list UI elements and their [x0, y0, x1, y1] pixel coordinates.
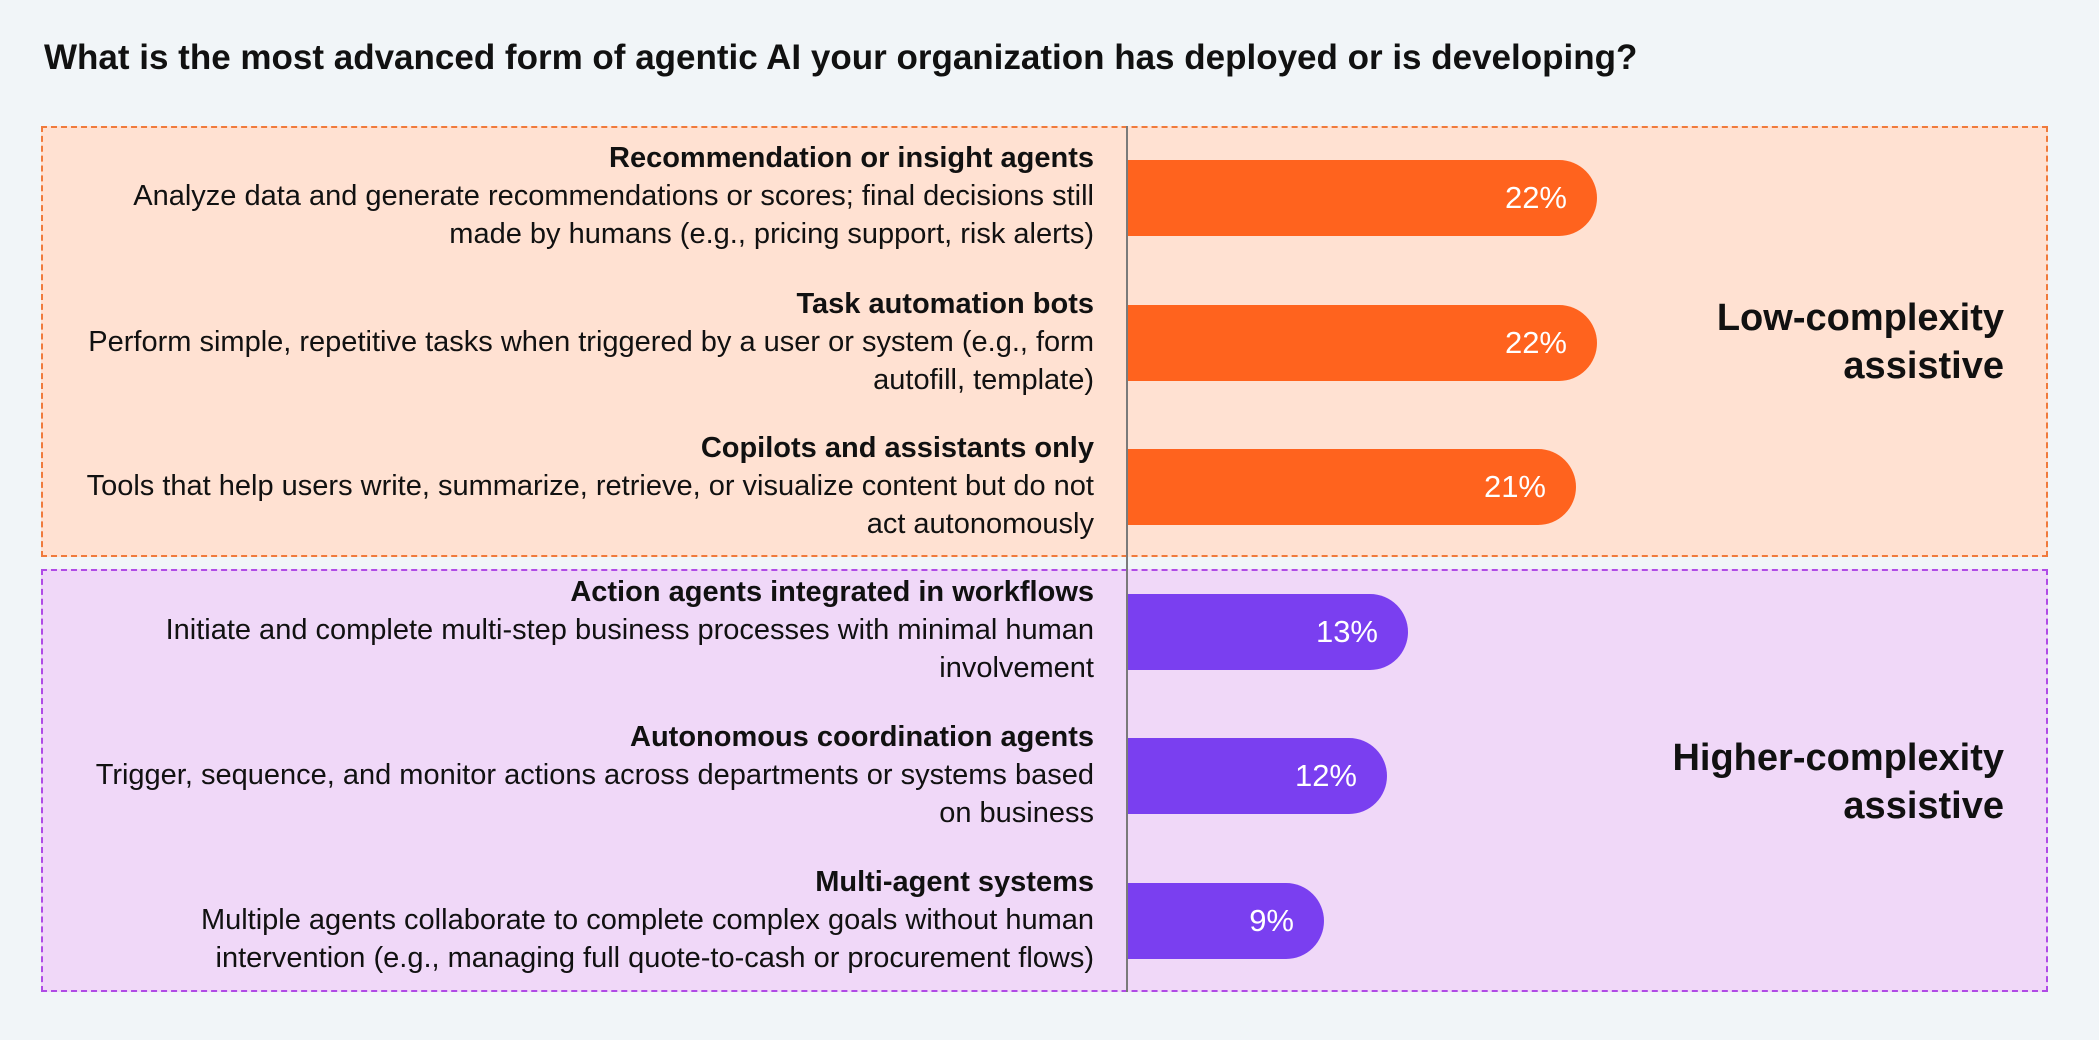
bar-value-label: 22% — [1504, 180, 1567, 215]
group-box-low-complexity: Low-complexity assistive — [41, 126, 2048, 557]
category-name: Multi-agent systems — [815, 866, 1094, 898]
chart-title: What is the most advanced form of agenti… — [44, 38, 1638, 77]
group-label-line: assistive — [1843, 785, 2004, 827]
category-description: Initiate and complete multi-step busines… — [165, 614, 1094, 684]
category-label: Multi-agent systems Multiple agents coll… — [60, 863, 1094, 977]
category-label: Copilots and assistants only Tools that … — [60, 429, 1094, 543]
bar-multi-agent-systems: 9% — [1128, 883, 1324, 959]
group-label-higher-complexity: Higher-complexity assistive — [1672, 734, 2004, 830]
category-name: Recommendation or insight agents — [609, 142, 1094, 174]
category-description: Trigger, sequence, and monitor actions a… — [95, 759, 1094, 829]
bar-value-label: 22% — [1504, 325, 1567, 360]
group-label-low-complexity: Low-complexity assistive — [1717, 294, 2004, 390]
category-label: Action agents integrated in workflows In… — [60, 573, 1094, 687]
group-box-higher-complexity: Higher-complexity assistive — [41, 569, 2048, 992]
bar-autonomous-coordination: 12% — [1128, 738, 1387, 814]
bar-value-label: 12% — [1294, 758, 1357, 793]
bar-action-agents: 13% — [1128, 594, 1408, 670]
bar-value-label: 9% — [1249, 903, 1294, 938]
category-description: Analyze data and generate recommendation… — [133, 180, 1094, 250]
category-description: Multiple agents collaborate to complete … — [200, 904, 1094, 974]
category-name: Task automation bots — [796, 288, 1094, 320]
bar-recommendation-agents: 22% — [1128, 160, 1597, 236]
bar-copilots-assistants: 21% — [1128, 449, 1576, 525]
group-label-line: assistive — [1843, 345, 2004, 387]
category-name: Action agents integrated in workflows — [570, 576, 1094, 608]
category-label: Autonomous coordination agents Trigger, … — [60, 718, 1094, 832]
category-name: Autonomous coordination agents — [630, 721, 1094, 753]
category-description: Tools that help users write, summarize, … — [86, 470, 1094, 540]
bar-value-label: 13% — [1315, 614, 1378, 649]
group-label-line: Low-complexity — [1716, 297, 2004, 339]
bar-value-label: 21% — [1483, 469, 1546, 504]
category-label: Task automation bots Perform simple, rep… — [60, 285, 1094, 399]
category-description: Perform simple, repetitive tasks when tr… — [88, 326, 1094, 396]
bar-task-automation-bots: 22% — [1128, 305, 1597, 381]
category-label: Recommendation or insight agents Analyze… — [60, 139, 1094, 253]
category-name: Copilots and assistants only — [700, 432, 1094, 464]
axis-line — [1126, 126, 1128, 992]
group-label-line: Higher-complexity — [1672, 737, 2004, 779]
